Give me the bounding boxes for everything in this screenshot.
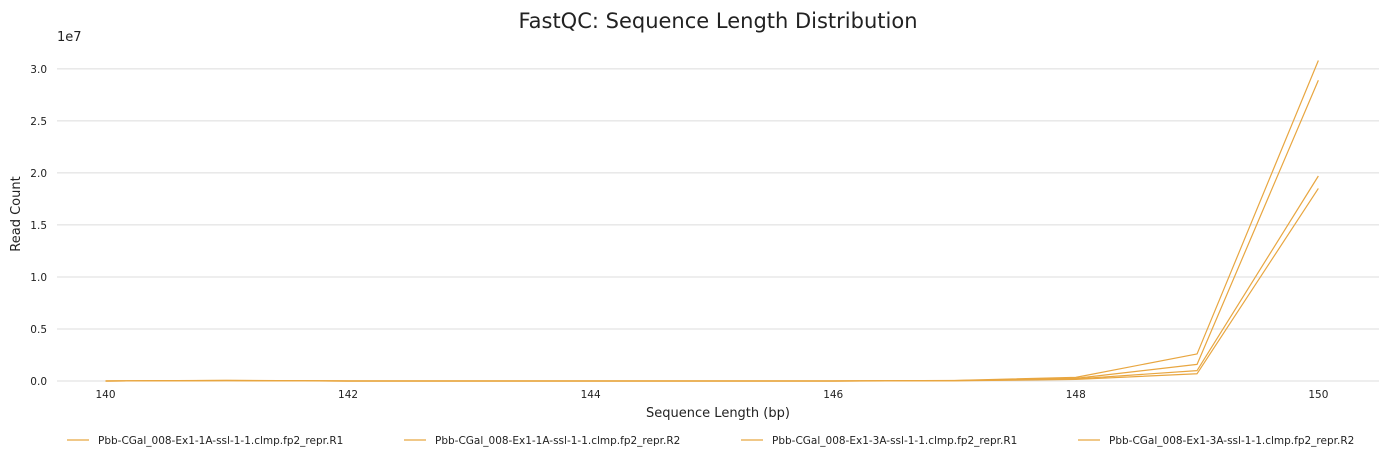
chart-title: FastQC: Sequence Length Distribution: [518, 9, 917, 33]
legend: Pbb-CGal_008-Ex1-1A-ssl-1-1.clmp.fp2_rep…: [67, 435, 1354, 447]
y-axis-label: Read Count: [9, 176, 24, 251]
x-axis-label: Sequence Length (bp): [646, 406, 790, 421]
legend-label: Pbb-CGal_008-Ex1-3A-ssl-1-1.clmp.fp2_rep…: [772, 435, 1017, 447]
y-tick-labels: 0.0 0.5 1.0 1.5 2.0 2.5 3.0: [30, 64, 47, 388]
y-tick-label: 2.5: [30, 116, 47, 128]
series-lines: [105, 60, 1319, 382]
x-tick-label: 140: [95, 389, 115, 401]
y-tick-label: 1.0: [30, 272, 47, 284]
y-axis-multiplier: 1e7: [57, 30, 82, 45]
grid-layer: [57, 68, 1379, 382]
legend-label: Pbb-CGal_008-Ex1-3A-ssl-1-1.clmp.fp2_rep…: [1109, 435, 1354, 447]
legend-label: Pbb-CGal_008-Ex1-1A-ssl-1-1.clmp.fp2_rep…: [435, 435, 680, 447]
y-tick-label: 1.5: [30, 220, 47, 232]
legend-label: Pbb-CGal_008-Ex1-1A-ssl-1-1.clmp.fp2_rep…: [98, 435, 343, 447]
x-tick-label: 150: [1308, 389, 1328, 401]
x-tick-label: 144: [581, 389, 601, 401]
y-tick-label: 2.0: [30, 168, 47, 180]
y-tick-label: 0.0: [30, 376, 47, 388]
x-tick-labels: 140 142 144 146 148 150: [95, 389, 1328, 401]
x-tick-label: 142: [338, 389, 358, 401]
y-tick-label: 0.5: [30, 324, 47, 336]
y-tick-label: 3.0: [30, 64, 47, 76]
x-tick-label: 148: [1066, 389, 1086, 401]
series-line-1: [105, 60, 1319, 382]
series-line-2: [105, 80, 1319, 382]
series-line-4: [105, 188, 1319, 382]
x-tick-label: 146: [823, 389, 843, 401]
series-line-3: [105, 175, 1319, 382]
